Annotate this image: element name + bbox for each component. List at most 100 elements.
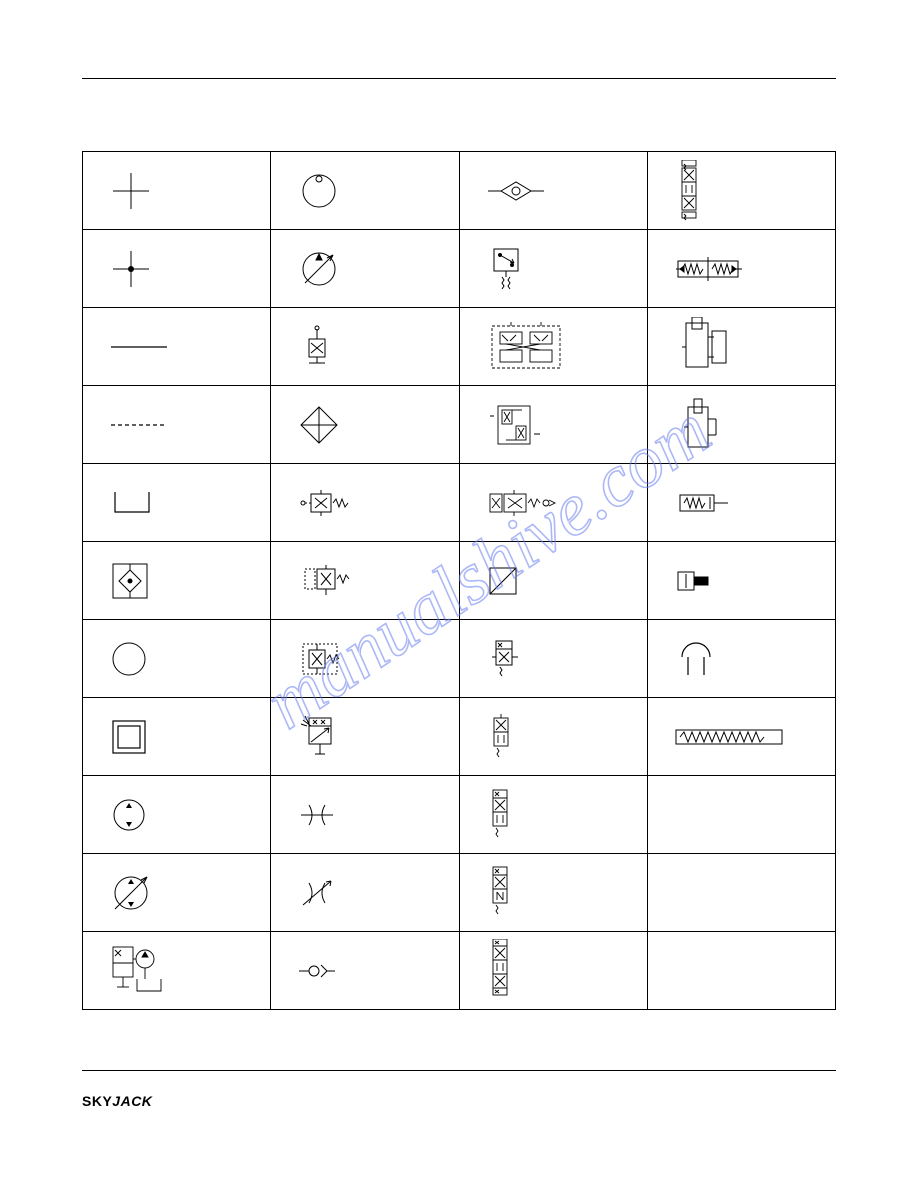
directional-assembly-icon <box>486 320 566 374</box>
table-row <box>83 854 836 932</box>
table-row <box>83 230 836 308</box>
cell-lines-crossing <box>83 152 271 230</box>
cell-counterbalance-dual <box>459 386 647 464</box>
valve-4-3-sol-icon <box>674 160 704 222</box>
cell-pump-bi-variable <box>83 854 271 932</box>
counterbalance-dual-icon <box>486 402 542 448</box>
cell-valve-manual <box>271 308 459 386</box>
double-square-icon <box>109 717 149 757</box>
dashed-line-icon <box>109 415 169 435</box>
pump-variable-icon <box>297 247 341 291</box>
cell-pump-variable <box>271 230 459 308</box>
cell-check-valve <box>271 932 459 1010</box>
cell-circle-plain <box>83 620 271 698</box>
cell-proportional-sol <box>271 698 459 776</box>
cell-cylinder-telescopic <box>647 386 835 464</box>
table-row <box>83 620 836 698</box>
valve-4-2-icon <box>486 865 514 921</box>
cell-solenoid-2-2 <box>459 620 647 698</box>
table-row <box>83 308 836 386</box>
filter-diamond-icon <box>297 403 341 447</box>
table-row <box>83 152 836 230</box>
table-row <box>83 464 836 542</box>
cylinder-notch-icon <box>674 566 714 596</box>
valve-3-2-spring-icon <box>486 712 516 762</box>
cell-counterbalance-single <box>271 620 459 698</box>
cell-orifice-fixed <box>271 776 459 854</box>
pressure-switch-icon <box>486 245 526 293</box>
cell-empty-9-4 <box>647 776 835 854</box>
cell-valve-4-3 <box>459 932 647 1010</box>
relief-valve-icon <box>297 486 361 520</box>
circle-plain-icon <box>109 639 149 679</box>
cell-empty-10-4 <box>647 854 835 932</box>
cell-orifice-variable <box>271 854 459 932</box>
cell-solid-line <box>83 308 271 386</box>
lines-connected-icon <box>109 247 153 291</box>
solenoid-2-2-icon <box>486 637 526 681</box>
cell-dashed-line <box>83 386 271 464</box>
cell-directional-assembly <box>459 308 647 386</box>
pump-bi-variable-icon <box>109 871 153 915</box>
table-row <box>83 386 836 464</box>
cell-valve-3-2-sol <box>459 776 647 854</box>
reservoir-icon <box>109 488 155 518</box>
symbols-table <box>82 151 836 1010</box>
lines-crossing-icon <box>109 169 153 213</box>
orifice-fixed-icon <box>297 799 337 831</box>
top-rule <box>82 78 836 79</box>
footer-left: SKY <box>82 1093 112 1109</box>
cell-cylinder-spring <box>647 464 835 542</box>
cylinder-spring-icon <box>674 491 732 515</box>
cell-long-spring <box>647 698 835 776</box>
double-spring-center-icon <box>674 255 746 283</box>
power-unit-icon <box>109 943 173 999</box>
cell-sequence-valve <box>459 464 647 542</box>
counterbalance-single-icon <box>297 638 355 680</box>
cell-valve-4-2 <box>459 854 647 932</box>
cell-pressure-switch <box>459 230 647 308</box>
sequence-valve-icon <box>486 486 564 520</box>
cell-manual-dome <box>647 620 835 698</box>
manual-dome-icon <box>674 639 718 679</box>
cell-cylinder-notch <box>647 542 835 620</box>
table-row <box>83 932 836 1010</box>
check-valve-icon <box>297 959 337 983</box>
cylinder-telescopic-icon <box>674 397 730 453</box>
cell-cylinder-telescopic-double <box>647 308 835 386</box>
cell-valve-3-2-spring <box>459 698 647 776</box>
cylinder-telescopic-double-icon <box>674 317 730 377</box>
cell-reducing-valve <box>271 542 459 620</box>
pump-fixed-icon <box>297 169 341 213</box>
cell-lines-connected <box>83 230 271 308</box>
reducing-valve-icon <box>297 561 357 601</box>
cell-motor-bi <box>83 776 271 854</box>
cell-pump-fixed <box>271 152 459 230</box>
table-row <box>83 698 836 776</box>
valve-4-3-icon <box>486 939 514 1003</box>
cell-two-pos-diag <box>459 542 647 620</box>
long-spring-icon <box>674 726 784 748</box>
cell-flow-meter <box>459 152 647 230</box>
cell-double-spring-center <box>647 230 835 308</box>
table-row <box>83 542 836 620</box>
cell-relief-valve <box>271 464 459 542</box>
two-pos-diag-icon <box>486 564 520 598</box>
cell-filter-box <box>83 542 271 620</box>
footer-brand: SKYJACK <box>82 1093 836 1109</box>
table-row <box>83 776 836 854</box>
cell-valve-4-3-sol <box>647 152 835 230</box>
header-spacer <box>82 64 836 78</box>
cell-filter-diamond <box>271 386 459 464</box>
footer-right: JACK <box>112 1093 152 1109</box>
solid-line-icon <box>109 337 169 357</box>
proportional-sol-icon <box>297 714 347 760</box>
cell-double-square <box>83 698 271 776</box>
orifice-variable-icon <box>297 875 337 911</box>
motor-bi-icon <box>109 795 149 835</box>
cell-empty-11-4 <box>647 932 835 1010</box>
filter-box-icon <box>109 560 151 602</box>
valve-3-2-sol-icon <box>486 788 514 842</box>
cell-reservoir <box>83 464 271 542</box>
cell-power-unit <box>83 932 271 1010</box>
